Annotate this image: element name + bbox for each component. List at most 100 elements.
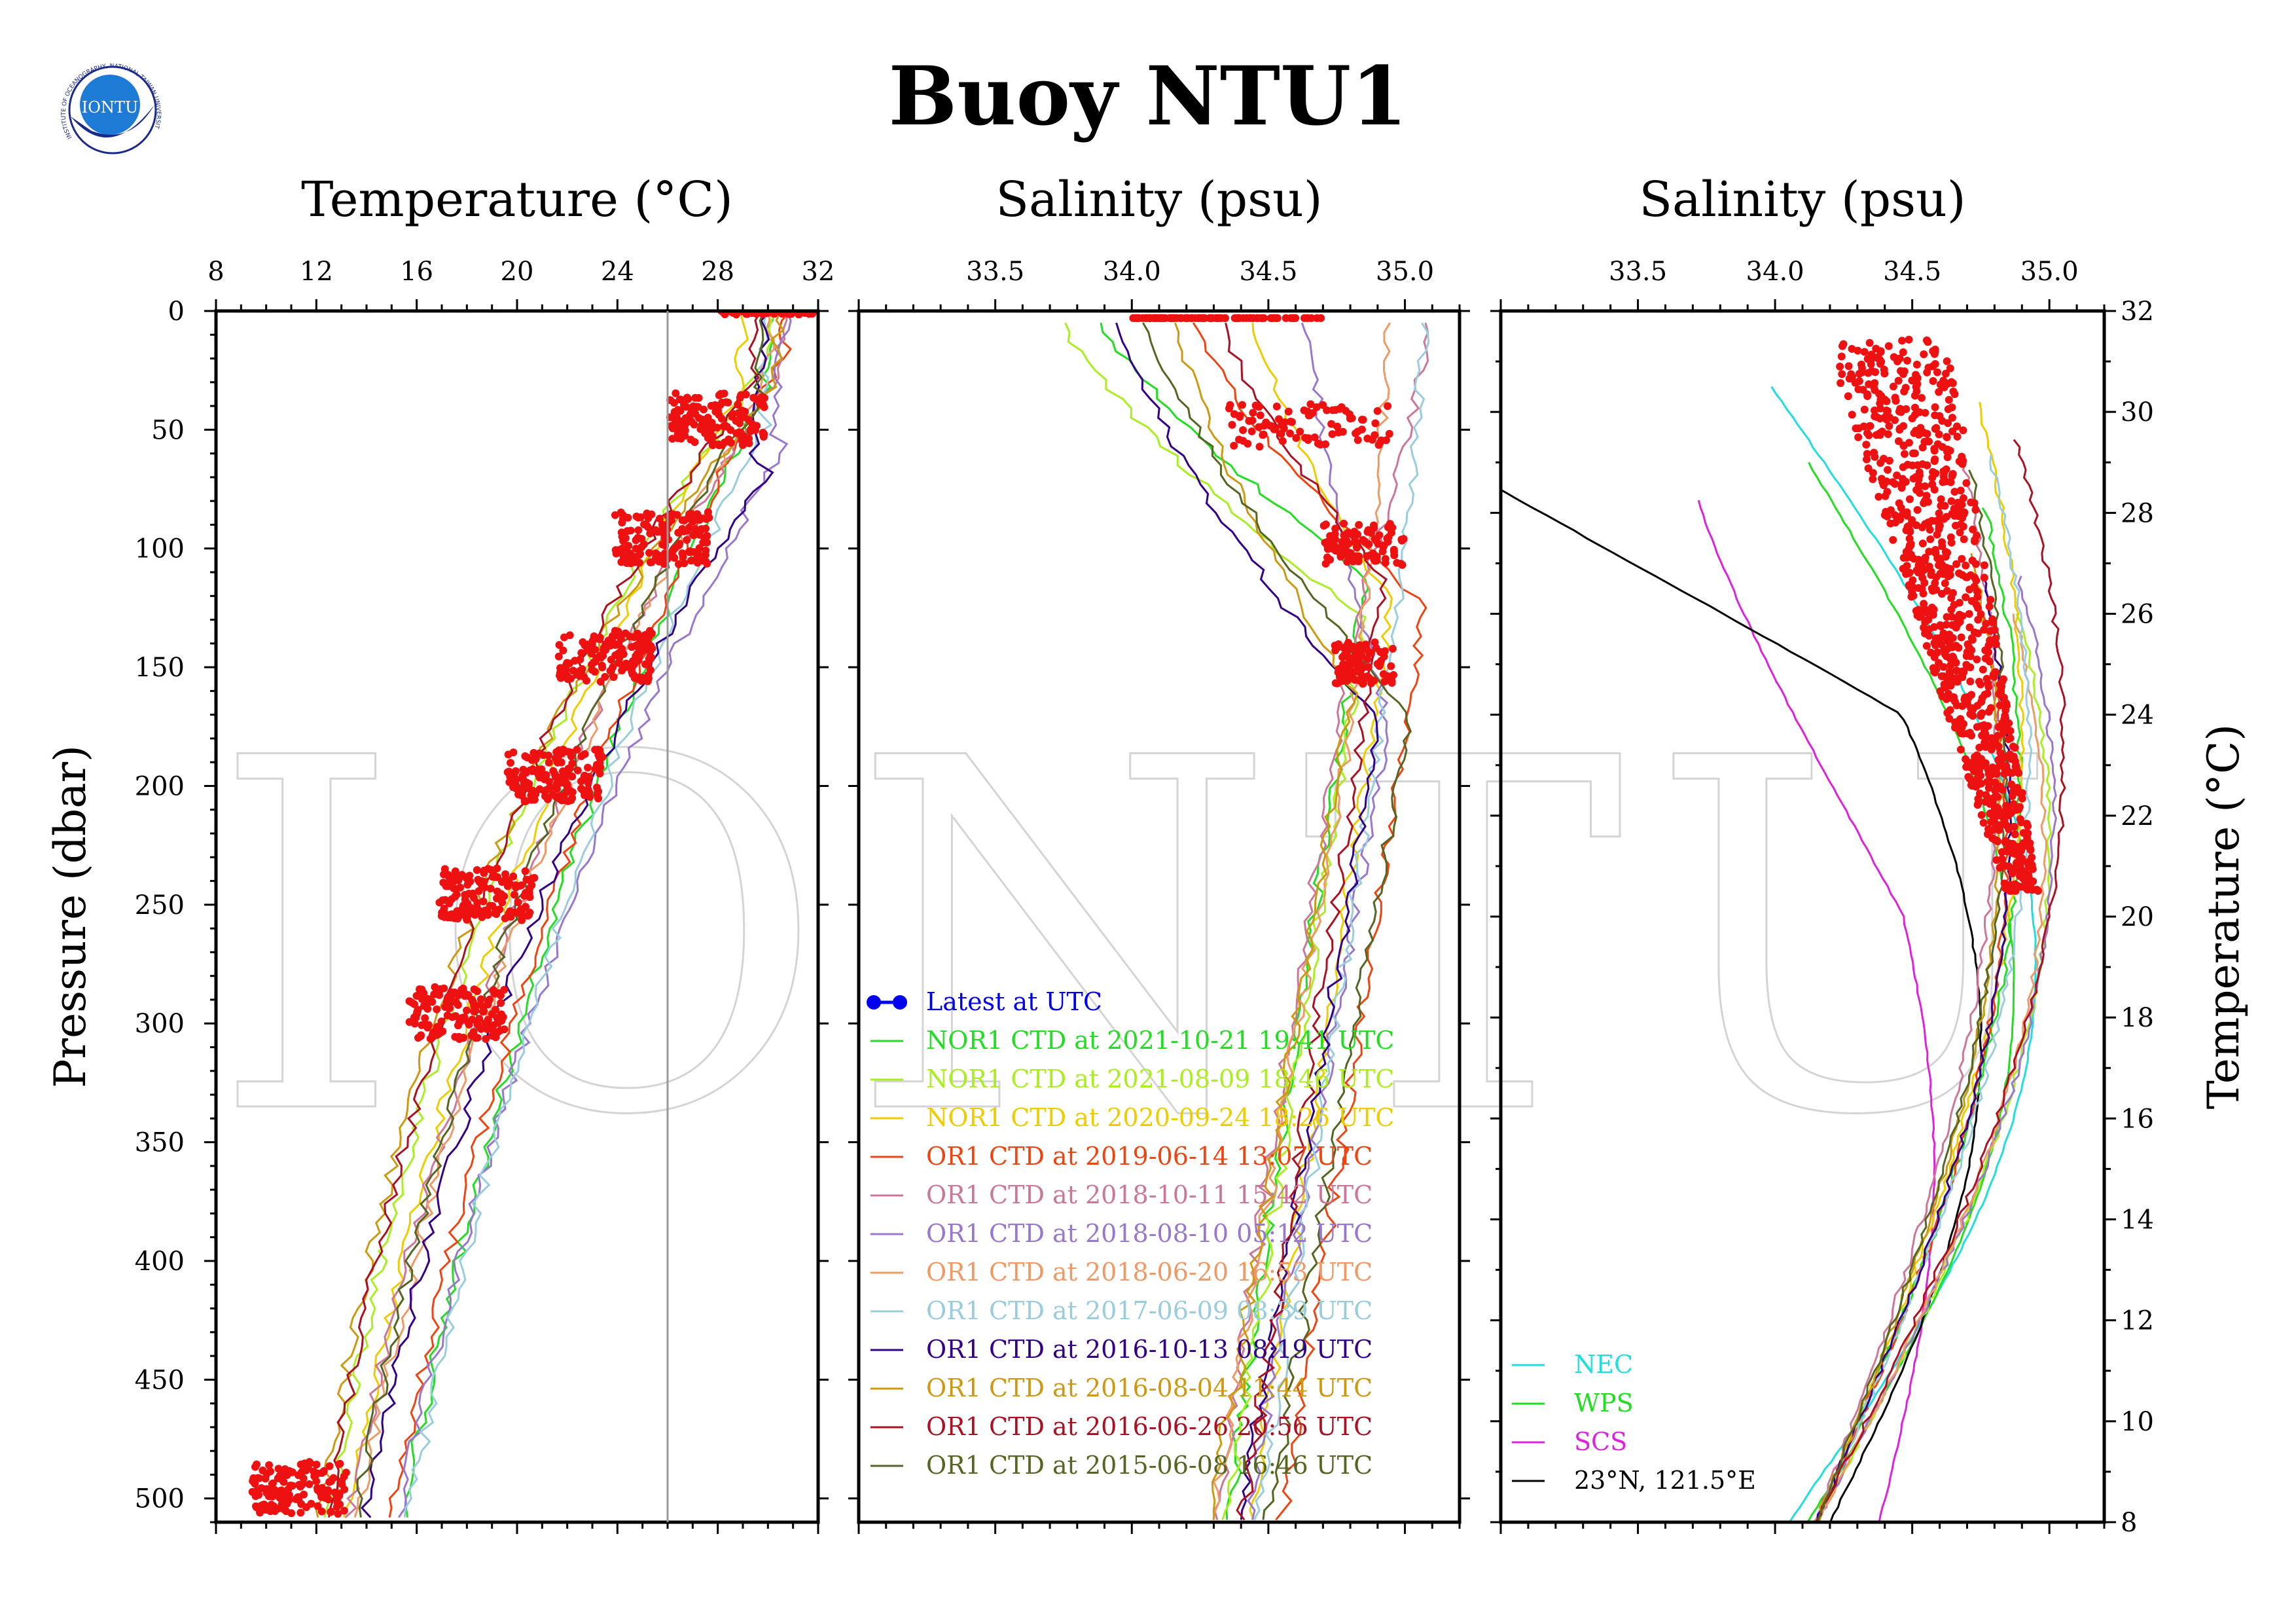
buoy-ts-point [1884,407,1892,415]
x-tick-label: 34.5 [1239,257,1297,287]
buoy-sensor-point [518,792,526,800]
buoy-ts-point [1935,515,1944,523]
buoy-ts-point [1968,763,1977,772]
buoy-sensor-point [480,866,488,875]
buoy-sensor-point [628,668,636,676]
buoy-sensor-point [283,1471,291,1480]
buoy-sensor-point [1335,640,1343,649]
buoy-ts-point [1931,359,1939,368]
buoy-ts-point [1836,362,1844,371]
buoy-ts-point [1881,492,1890,500]
buoy-sensor-point [407,998,416,1007]
buoy-ts-point [1947,694,1956,702]
buoy-sensor-point [1378,547,1387,556]
buoy-sensor-point [691,393,700,402]
buoy-sensor-point [636,551,644,559]
buoy-ts-point [1956,486,1965,495]
buoy-sensor-point [738,437,746,445]
buoy-ts-point [1937,501,1945,510]
salinity-profile-8 [1253,322,1430,1521]
buoy-ts-point [2018,874,2027,883]
buoy-sensor-point [424,1021,433,1029]
buoy-ts-point [1935,521,1944,530]
buoy-ts-point [2004,884,2013,892]
buoy-sensor-point [455,1032,463,1041]
buoy-ts-point [1943,568,1952,577]
buoy-ts-point [1943,708,1952,717]
buoy-ts-point [1899,370,1907,378]
buoy-ts-point [1905,495,1914,503]
buoy-sensor-point [732,429,741,437]
buoy-ts-point [1943,445,1952,454]
buoy-sensor-point [299,1474,308,1483]
buoy-ts-point [1877,475,1886,483]
buoy-sensor-point [604,636,613,645]
buoy-sensor-point [1356,653,1365,661]
buoy-sensor-point [667,549,675,558]
buoy-sensor-point [657,557,666,566]
buoy-ts-point [1992,765,2000,774]
buoy-ts-point [1876,431,1884,439]
buoy-ts-point [1892,397,1900,405]
buoy-ts-point [1876,359,1884,368]
buoy-ts-point [2018,789,2026,797]
buoy-ts-point [1989,670,1998,679]
buoy-sensor-point [439,896,447,905]
buoy-sensor-point [253,1503,261,1512]
y-tick-label: 200 [135,771,185,801]
buoy-ts-point [1918,393,1926,402]
buoy-ts-point [1989,618,1998,627]
buoy-ts-point [1931,579,1939,587]
buoy-sensor-point [647,510,656,519]
buoy-sensor-point [720,390,728,398]
buoy-sensor-point [1255,403,1263,411]
buoy-sensor-point [1200,314,1208,322]
buoy-ts-point [1984,796,1992,805]
buoy-sensor-point [1285,429,1294,438]
buoy-ts-point [1990,835,1999,844]
y-tick-label: 12 [2121,1306,2154,1336]
buoy-ts-point [1925,547,1933,556]
buoy-sensor-point [501,875,510,883]
buoy-sensor-point [1328,430,1336,439]
salinity-profile-12 [1142,322,1412,1520]
y-tick-label: 100 [135,534,185,564]
buoy-sensor-point [621,629,630,638]
buoy-sensor-point [1390,551,1399,560]
buoy-ts-point [1948,589,1957,597]
buoy-ts-point [1985,657,1994,666]
buoy-ts-point [2019,839,2028,847]
buoy-ts-point [1879,481,1888,490]
buoy-sensor-point [521,752,529,760]
buoy-sensor-point [1355,552,1363,560]
buoy-sensor-point [683,393,691,402]
buoy-sensor-point [1181,314,1190,322]
buoy-ts-point [1990,805,1999,813]
buoy-sensor-point [1380,652,1388,661]
buoy-sensor-point [493,873,502,881]
buoy-ts-point [1996,701,2004,710]
buoy-sensor-point [556,674,565,682]
buoy-sensor-point [609,673,618,682]
x-tick-label: 32 [802,257,835,287]
buoy-sensor-point [259,1466,267,1474]
buoy-sensor-point [443,1011,452,1019]
buoy-ts-point [1929,606,1938,614]
buoy-sensor-point [683,536,691,544]
buoy-sensor-point [461,890,469,899]
buoy-sensor-point [1384,672,1392,680]
buoy-ts-point [1992,820,2000,828]
buoy-ts-point [1912,521,1920,530]
buoy-ts-point [1994,793,2002,801]
buoy-sensor-point [1364,663,1372,671]
buoy-ts-point [1930,445,1939,453]
panel-title-2: Salinity (psu) [996,172,1322,228]
buoy-sensor-point [1239,426,1247,435]
buoy-sensor-point [435,991,444,999]
buoy-sensor-point [484,1000,492,1009]
buoy-sensor-point [1399,535,1408,543]
buoy-sensor-point [509,872,518,881]
buoy-ts-point [1885,422,1893,430]
y-tick-label: 150 [135,653,185,683]
